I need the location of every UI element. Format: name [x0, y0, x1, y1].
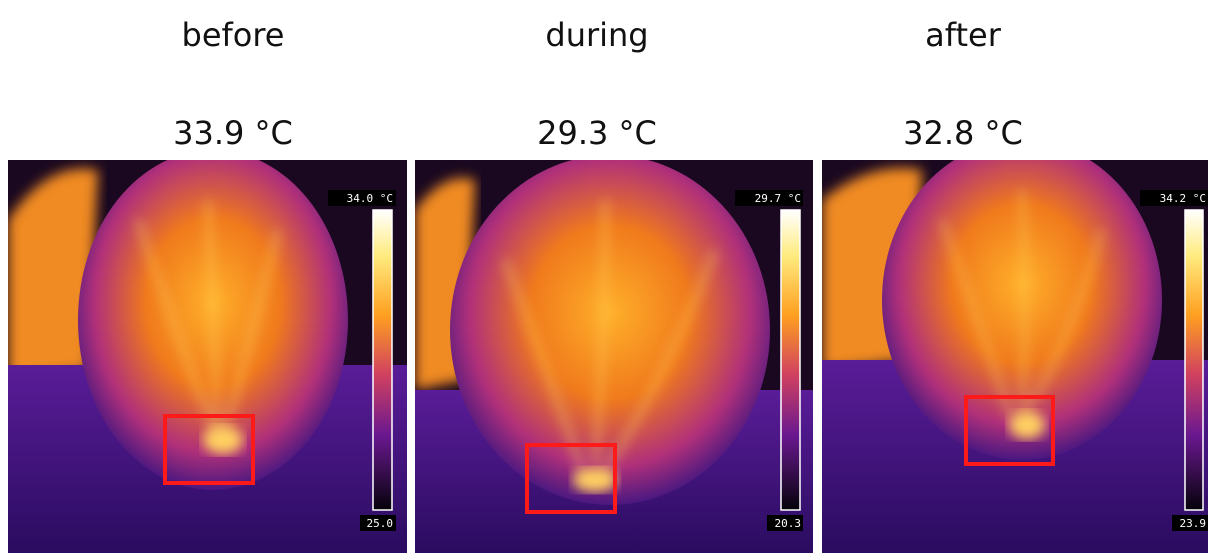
- thermal-image: 34.2 °C 23.9: [822, 160, 1208, 553]
- panel-temperature: 32.8 °C: [903, 114, 1023, 152]
- highlight-box: [964, 395, 1055, 466]
- panel-temperature: 29.3 °C: [537, 114, 657, 152]
- scale-min: 20.3: [775, 517, 802, 530]
- highlight-box: [525, 443, 617, 514]
- highlight-box: [163, 414, 255, 485]
- panel-label: after: [925, 16, 1002, 54]
- panel-label: during: [545, 16, 648, 54]
- panel-temperature: 33.9 °C: [173, 114, 293, 152]
- scale-min: 23.9: [1180, 517, 1207, 530]
- scale-max: 34.2 °C: [1160, 192, 1206, 205]
- scale-max: 34.0 °C: [347, 192, 393, 205]
- thermal-image: 34.0 °C 25.0: [8, 160, 407, 553]
- scale-min: 25.0: [367, 517, 394, 530]
- scale-max: 29.7 °C: [755, 192, 801, 205]
- thermal-image: 29.7 °C 20.3: [415, 160, 813, 553]
- panel-label: before: [182, 16, 285, 54]
